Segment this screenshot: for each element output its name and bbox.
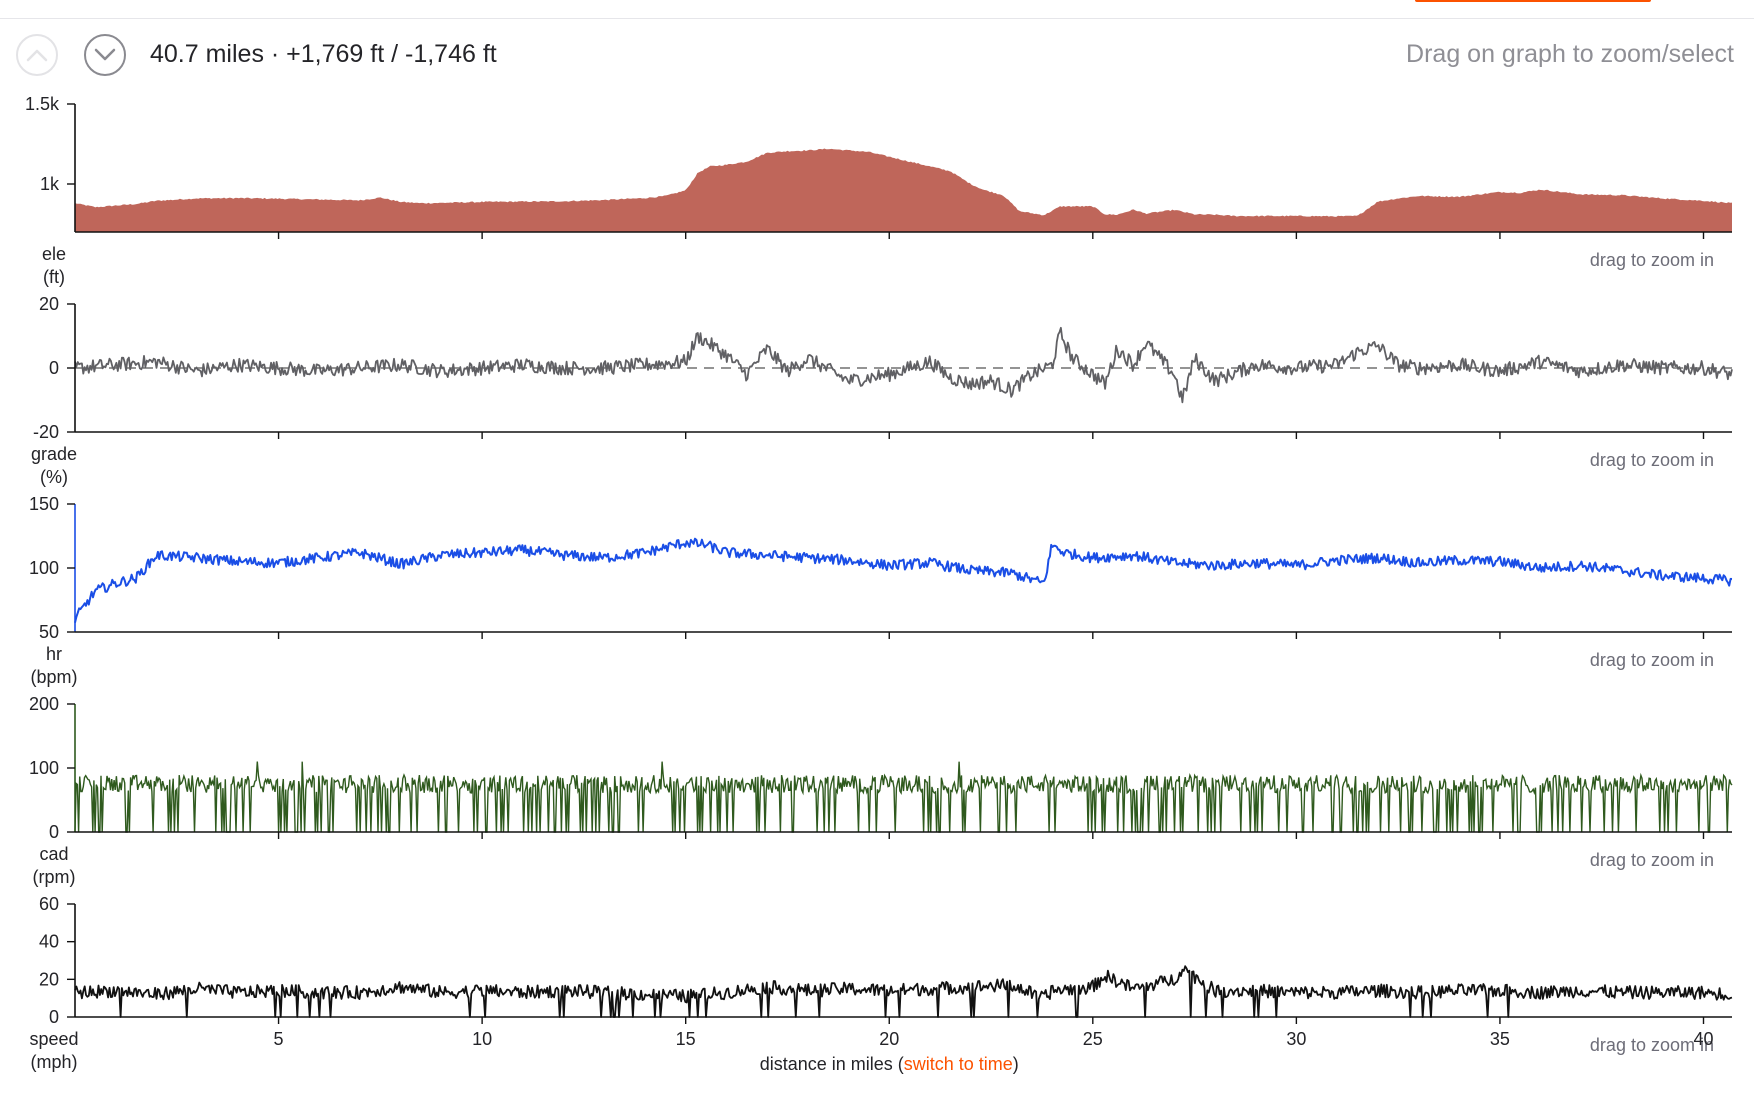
y-tick-label-cadence: 200 bbox=[29, 694, 59, 714]
top-divider bbox=[0, 18, 1754, 19]
active-tab-indicator bbox=[1415, 0, 1651, 2]
chart-panel-hr: 50 100 150 hr (bpm) drag to zoom in bbox=[29, 494, 1733, 687]
y-tick-label-speed: 20 bbox=[39, 969, 59, 989]
chart-panel-elevation: 1k 1.5k ele (ft) drag to zoom in bbox=[25, 94, 1732, 287]
drag-to-zoom-hint: drag to zoom in bbox=[1590, 850, 1714, 870]
chart-panel-speed: 0 20 40 60 speed (mph) drag to zoom in bbox=[29, 894, 1733, 1072]
cadence-line bbox=[74, 761, 1733, 833]
chart-panel-grade: -20 0 20 grade (%) drag to zoom in bbox=[31, 294, 1733, 487]
y-tick-label-hr: 50 bbox=[39, 622, 59, 642]
activity-summary: 40.7 miles · +1,769 ft / -1,746 ft bbox=[150, 40, 497, 68]
y-tick-label-cadence: 100 bbox=[29, 758, 59, 778]
y-tick-label-cadence: 0 bbox=[49, 822, 59, 842]
panel-unit-speed: (mph) bbox=[30, 1052, 77, 1072]
x-axis-title: distance in miles (switch to time) bbox=[760, 1054, 1019, 1074]
expand-button[interactable] bbox=[84, 34, 126, 76]
x-tick-label: 40 bbox=[1693, 1029, 1713, 1049]
y-tick-label-speed: 60 bbox=[39, 894, 59, 914]
panel-unit-elevation: (ft) bbox=[43, 267, 65, 287]
y-tick-label-grade: -20 bbox=[33, 422, 59, 442]
y-tick-label-speed: 0 bbox=[49, 1007, 59, 1027]
drag-to-zoom-hint: drag to zoom in bbox=[1590, 450, 1714, 470]
x-tick-label: 10 bbox=[472, 1029, 492, 1049]
panel-label-cadence: cad bbox=[39, 844, 68, 864]
y-tick-label-speed: 40 bbox=[39, 932, 59, 952]
speed-line bbox=[74, 965, 1733, 1018]
y-tick-label-hr: 100 bbox=[29, 558, 59, 578]
panel-label-grade: grade bbox=[31, 444, 77, 464]
x-tick-label: 5 bbox=[274, 1029, 284, 1049]
y-tick-label-elevation: 1k bbox=[40, 174, 60, 194]
y-tick-label-elevation: 1.5k bbox=[25, 94, 60, 114]
panel-unit-cadence: (rpm) bbox=[33, 867, 76, 887]
drag-to-zoom-hint: drag to zoom in bbox=[1590, 1035, 1714, 1055]
chart-panel-cadence: 0 100 200 cad (rpm) drag to zoom in bbox=[29, 694, 1733, 887]
panel-unit-hr: (bpm) bbox=[30, 667, 77, 687]
grade-line bbox=[74, 326, 1733, 404]
collapse-button[interactable] bbox=[16, 34, 58, 76]
panel-label-elevation: ele bbox=[42, 244, 66, 264]
hr-line bbox=[74, 537, 1733, 623]
x-tick-label: 35 bbox=[1490, 1029, 1510, 1049]
chevron-up-icon bbox=[26, 49, 48, 62]
drag-to-zoom-hint: drag to zoom in bbox=[1590, 250, 1714, 270]
y-tick-label-grade: 0 bbox=[49, 358, 59, 378]
panel-label-hr: hr bbox=[46, 644, 62, 664]
chevron-down-icon bbox=[94, 48, 116, 61]
x-tick-label: 30 bbox=[1286, 1029, 1306, 1049]
zoom-hint: Drag on graph to zoom/select bbox=[1406, 40, 1734, 68]
x-tick-label: 15 bbox=[676, 1029, 696, 1049]
y-tick-label-hr: 150 bbox=[29, 494, 59, 514]
switch-to-time-link[interactable]: switch to time bbox=[904, 1054, 1013, 1074]
elevation-area bbox=[75, 148, 1732, 232]
panel-label-speed: speed bbox=[29, 1029, 78, 1049]
y-tick-label-grade: 20 bbox=[39, 294, 59, 314]
drag-to-zoom-hint: drag to zoom in bbox=[1590, 650, 1714, 670]
x-tick-label: 20 bbox=[879, 1029, 899, 1049]
x-tick-label: 25 bbox=[1083, 1029, 1103, 1049]
panel-unit-grade: (%) bbox=[40, 467, 68, 487]
